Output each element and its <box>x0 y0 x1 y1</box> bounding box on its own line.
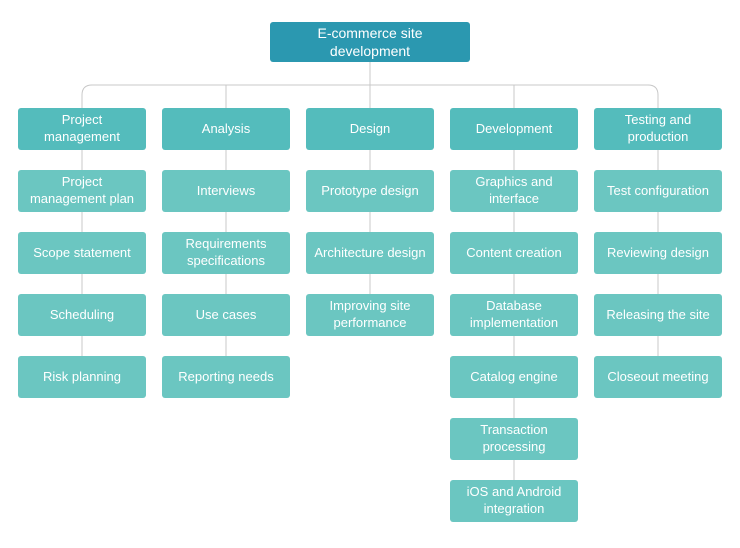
leaf-node: Catalog engine <box>450 356 578 398</box>
leaf-node: Prototype design <box>306 170 434 212</box>
leaf-node: Requirements specifications <box>162 232 290 274</box>
leaf-node: Project management plan <box>18 170 146 212</box>
leaf-node: iOS and Android integration <box>450 480 578 522</box>
leaf-node: Use cases <box>162 294 290 336</box>
leaf-node: Architecture design <box>306 232 434 274</box>
leaf-node: Reviewing design <box>594 232 722 274</box>
leaf-node: Releasing the site <box>594 294 722 336</box>
leaf-node: Improving site performance <box>306 294 434 336</box>
leaf-node: Reporting needs <box>162 356 290 398</box>
branch-project-management: Project management <box>18 108 146 150</box>
leaf-node: Database implementation <box>450 294 578 336</box>
leaf-node: Test configuration <box>594 170 722 212</box>
branch-analysis: Analysis <box>162 108 290 150</box>
leaf-node: Closeout meeting <box>594 356 722 398</box>
leaf-node: Risk planning <box>18 356 146 398</box>
leaf-node: Transaction processing <box>450 418 578 460</box>
branch-development: Development <box>450 108 578 150</box>
connector-lines <box>0 0 740 548</box>
branch-design: Design <box>306 108 434 150</box>
leaf-node: Scope statement <box>18 232 146 274</box>
root-node: E-commerce site development <box>270 22 470 62</box>
leaf-node: Interviews <box>162 170 290 212</box>
leaf-node: Content creation <box>450 232 578 274</box>
branch-testing-production: Testing and production <box>594 108 722 150</box>
leaf-node: Scheduling <box>18 294 146 336</box>
leaf-node: Graphics and interface <box>450 170 578 212</box>
